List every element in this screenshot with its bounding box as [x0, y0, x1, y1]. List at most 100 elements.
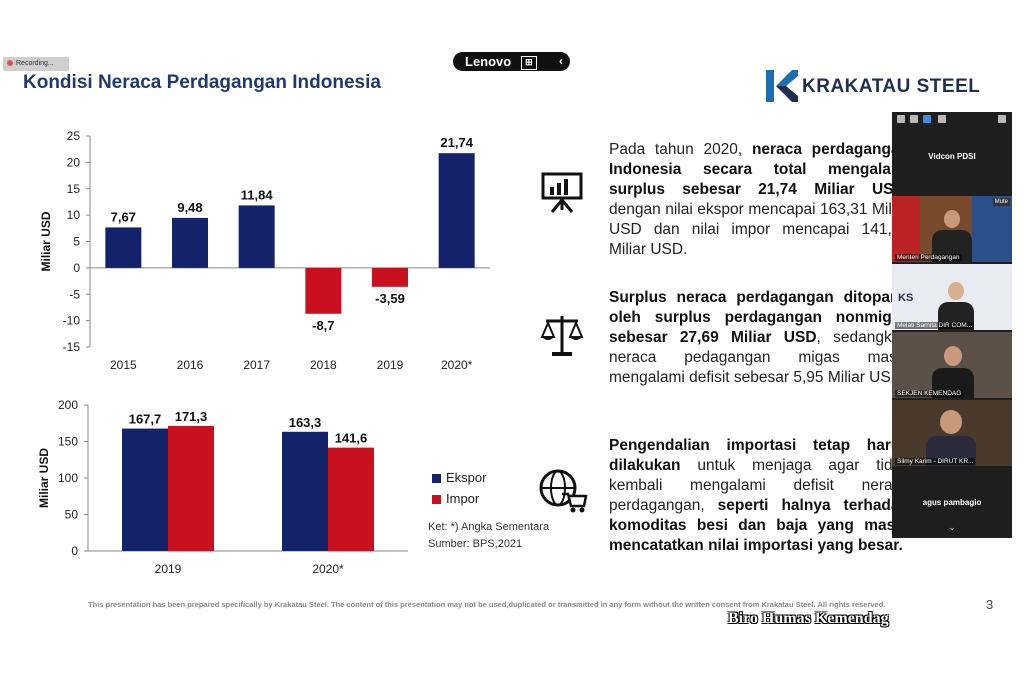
export-import-chart: 200 150 100 50 0 Miliar USD 167,7 171,3 2019 163,…	[37, 398, 408, 576]
y-tick-label: -5	[69, 287, 80, 301]
y-tick-label: 5	[73, 235, 80, 249]
participant-head	[944, 210, 960, 228]
data-label: 7,67	[111, 209, 136, 224]
participant-head	[940, 410, 962, 434]
data-label: -8,7	[312, 318, 334, 333]
participant-name-audio: agus pambagio	[922, 498, 982, 507]
banner-decor	[972, 196, 1012, 262]
data-label: 167,7	[129, 412, 162, 427]
windows-icon[interactable]: ⊞	[520, 55, 537, 70]
video-toolbar	[892, 112, 1012, 126]
data-label: 21,74	[440, 135, 473, 150]
x-tick-label: 2019	[155, 562, 182, 576]
x-tick-label: 2020*	[441, 358, 473, 372]
y-tick-label: 10	[67, 208, 81, 222]
y-tick-label: 0	[73, 261, 80, 275]
legend-ekspor: Ekspor	[432, 470, 486, 485]
y-tick-label: 0	[71, 544, 78, 558]
record-icon	[7, 60, 13, 67]
legend-swatch-impor	[432, 495, 441, 505]
layout-icon[interactable]	[923, 115, 931, 123]
presentation-chart-icon	[541, 172, 583, 213]
para2-bold: Surplus neraca perdagangan ditopang oleh…	[609, 289, 909, 346]
bar	[372, 267, 408, 287]
participant-tile[interactable]: Silmy Karim - DIRUT KR...	[892, 400, 1012, 466]
data-label: 163,3	[289, 415, 322, 430]
video-icon[interactable]	[897, 115, 905, 123]
data-label: 9,48	[177, 200, 202, 215]
paragraph-surplus-2020: Pada tahun 2020, neraca perdagangan Indo…	[609, 140, 909, 260]
data-label: 171,3	[175, 409, 208, 424]
x-tick-label: 2019	[377, 358, 404, 372]
participant-head	[944, 346, 962, 366]
chevron-left-icon[interactable]: ‹	[559, 54, 563, 68]
para1-plain-a: Pada tahun 2020,	[609, 141, 752, 158]
bar-ekspor	[122, 428, 168, 551]
globe-cart-icon	[539, 469, 588, 513]
lenovo-toolbar[interactable]: Lenovo ⊞ ‹	[453, 52, 570, 71]
y-tick-label: 100	[58, 471, 78, 485]
para1-plain-b: , dengan nilai ekspor mencapai 163,31 Mi…	[609, 181, 909, 258]
grid-icon[interactable]	[938, 115, 946, 123]
participant-label: SEKJEN KEMENDAG	[895, 390, 964, 397]
participant-tile[interactable]: SEKJEN KEMENDAG	[892, 332, 1012, 398]
x-tick-label: 2016	[177, 358, 204, 372]
krakatau-logo-mark	[766, 70, 798, 102]
bar	[172, 217, 208, 268]
bar	[305, 267, 342, 314]
participant-tile[interactable]: KS Melati Sarnita DIR COM...	[892, 264, 1012, 330]
participant-label: Melati Sarnita DIR COM...	[895, 322, 975, 329]
recording-label: Recording...	[16, 60, 54, 67]
para3-bold: Pengendalian importasi tetap harus dilak…	[609, 437, 909, 474]
paragraph-nonmigas: Surplus neraca perdagangan ditopang oleh…	[609, 288, 909, 388]
participant-label: Menteri Perdagangan	[895, 254, 962, 261]
data-label: 141,6	[335, 431, 368, 446]
data-label: -3,59	[375, 291, 405, 306]
x-tick-label: 2015	[110, 358, 137, 372]
bar	[105, 227, 142, 268]
bar	[238, 205, 275, 268]
bar-ekspor	[282, 431, 328, 551]
x-tick-label: 2017	[243, 358, 270, 372]
y-tick-label: 50	[65, 508, 79, 522]
para3-bold2: seperti halnya terhadap komoditas besi d…	[609, 497, 909, 554]
y-axis-label: Miliar USD	[39, 211, 53, 271]
recording-indicator: Recording...	[3, 57, 69, 71]
para1-bold: neraca perdagangan Indonesia secara tota…	[609, 141, 909, 198]
slide-footer: This presentation has been prepared spec…	[88, 600, 886, 609]
y-tick-label: -15	[63, 340, 81, 354]
y-tick-label: -10	[63, 314, 81, 328]
x-tick-label: 2018	[310, 358, 337, 372]
participant-head	[948, 282, 964, 300]
legend-swatch-ekspor	[432, 474, 441, 484]
y-tick-label: 20	[67, 155, 81, 169]
brand-name: KRAKATAU STEEL	[802, 76, 981, 97]
y-axis-label: Miliar USD	[37, 448, 51, 508]
slide-title: Kondisi Neraca Perdagangan Indonesia	[23, 72, 381, 93]
meeting-title: Vidcon PDSI	[928, 152, 976, 161]
paragraph-import-control: Pengendalian importasi tetap harus dilak…	[609, 436, 909, 556]
balance-scale-icon	[540, 316, 584, 356]
mute-badge: Mute	[992, 198, 1010, 206]
video-conference-panel: Vidcon PDSI Mute Menteri Perdagangan KS …	[892, 112, 1012, 538]
watermark: Biro Humas Kemendag	[728, 610, 889, 627]
data-label: 11,84	[241, 187, 274, 202]
y-tick-label: 200	[58, 398, 78, 412]
page-number: 3	[986, 597, 994, 612]
bar	[438, 153, 475, 268]
legend-impor: Impor	[432, 491, 479, 506]
bar-impor	[328, 447, 374, 551]
x-tick-label: 2020*	[312, 562, 344, 576]
mic-icon[interactable]	[910, 115, 918, 123]
para3-plain-b: untuk menjaga agar tidak kembali mengala…	[609, 457, 909, 514]
flag-decor	[892, 196, 920, 262]
bar-impor	[168, 425, 214, 551]
legend-label-ekspor: Ekspor	[446, 470, 487, 485]
note-provisional: Ket: *) Angka Sementara	[428, 521, 550, 533]
minimize-icon[interactable]	[998, 115, 1006, 123]
chevron-down-icon[interactable]: ⌄	[948, 522, 956, 532]
y-tick-label: 150	[58, 435, 78, 449]
para2-plain-b: , sedangkan neraca pedagangan migas masi…	[609, 329, 909, 386]
participant-tile[interactable]: Mute Menteri Perdagangan	[892, 196, 1012, 262]
